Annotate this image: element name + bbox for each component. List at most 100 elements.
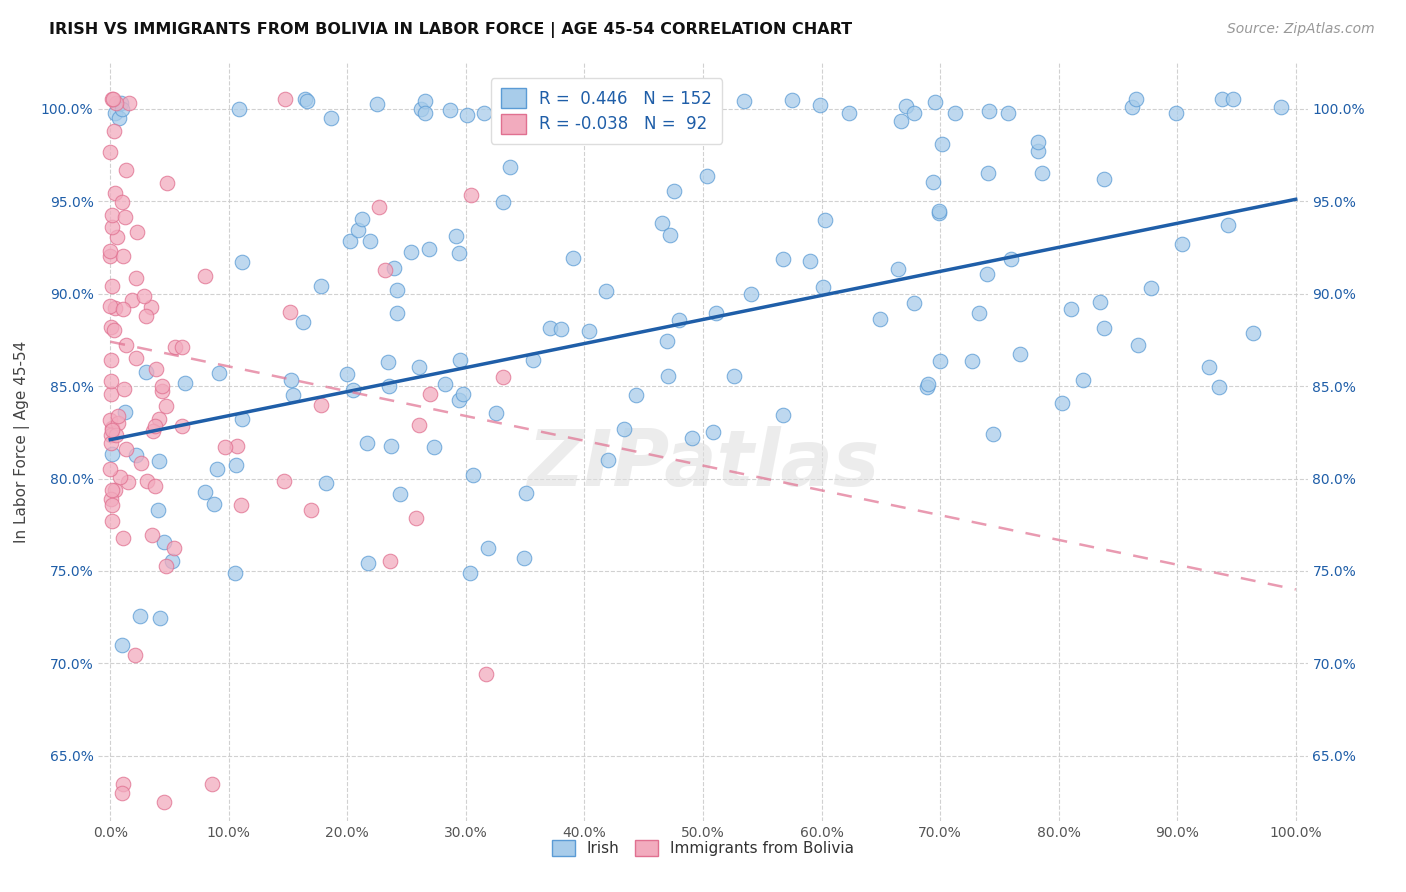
Point xyxy=(595,284,617,298)
Point xyxy=(1050,396,1073,410)
Point xyxy=(231,254,253,268)
Point xyxy=(596,453,619,467)
Text: IRISH VS IMMIGRANTS FROM BOLIVIA IN LABOR FORCE | AGE 45-54 CORRELATION CHART: IRISH VS IMMIGRANTS FROM BOLIVIA IN LABO… xyxy=(49,22,852,38)
Point xyxy=(112,531,135,545)
Point xyxy=(385,306,408,320)
Point xyxy=(110,96,132,111)
Point xyxy=(917,377,939,392)
Point xyxy=(1026,145,1049,159)
Point xyxy=(890,114,912,128)
Point xyxy=(1121,100,1143,114)
Point xyxy=(149,611,172,625)
Point xyxy=(1092,171,1115,186)
Point xyxy=(561,252,583,266)
Point xyxy=(1140,281,1163,295)
Point xyxy=(153,535,176,549)
Point xyxy=(101,278,124,293)
Point xyxy=(359,234,381,248)
Point xyxy=(101,421,124,435)
Point xyxy=(659,228,682,243)
Point xyxy=(704,306,727,320)
Point xyxy=(100,374,122,388)
Text: ZIPatlas: ZIPatlas xyxy=(527,426,879,502)
Point xyxy=(977,165,1000,179)
Point xyxy=(101,92,124,106)
Point xyxy=(98,461,121,475)
Point xyxy=(194,485,217,500)
Point xyxy=(374,263,396,277)
Point xyxy=(208,366,231,380)
Point xyxy=(111,777,134,791)
Point xyxy=(967,306,990,320)
Point xyxy=(103,124,125,138)
Point xyxy=(399,244,422,259)
Point xyxy=(409,102,432,116)
Point xyxy=(1059,301,1081,316)
Point xyxy=(976,267,998,281)
Point xyxy=(1010,347,1032,361)
Point xyxy=(723,369,745,384)
Point xyxy=(555,97,578,112)
Point xyxy=(143,418,166,433)
Point xyxy=(98,299,121,313)
Point xyxy=(1166,105,1188,120)
Point xyxy=(492,370,515,384)
Point xyxy=(228,102,250,116)
Point xyxy=(378,378,401,392)
Point xyxy=(139,300,162,314)
Point xyxy=(378,554,401,568)
Point xyxy=(315,476,337,491)
Point xyxy=(100,320,122,334)
Point xyxy=(98,244,121,258)
Point xyxy=(105,230,128,244)
Point xyxy=(550,322,572,336)
Point xyxy=(105,428,128,442)
Point xyxy=(114,405,136,419)
Point xyxy=(135,365,157,379)
Point xyxy=(896,99,918,113)
Y-axis label: In Labor Force | Age 45-54: In Labor Force | Age 45-54 xyxy=(14,341,30,542)
Point xyxy=(111,786,134,800)
Point xyxy=(1170,236,1192,251)
Point xyxy=(447,246,470,260)
Point xyxy=(174,376,197,391)
Point xyxy=(104,106,127,120)
Point xyxy=(662,184,685,198)
Point xyxy=(733,95,755,109)
Point xyxy=(616,95,638,110)
Point xyxy=(813,280,835,294)
Point xyxy=(681,431,703,445)
Point xyxy=(668,313,690,327)
Point xyxy=(231,411,253,425)
Point xyxy=(838,106,860,120)
Point xyxy=(668,103,690,117)
Point xyxy=(170,419,193,434)
Point xyxy=(104,483,127,498)
Point xyxy=(153,795,176,809)
Point xyxy=(115,163,138,178)
Point xyxy=(280,373,302,387)
Point xyxy=(474,667,496,681)
Point xyxy=(1000,252,1022,266)
Point xyxy=(808,97,831,112)
Point xyxy=(366,96,388,111)
Point xyxy=(382,260,405,275)
Point xyxy=(205,462,228,476)
Point xyxy=(1026,136,1049,150)
Point xyxy=(456,108,478,122)
Point xyxy=(98,249,121,263)
Point xyxy=(142,425,165,439)
Point xyxy=(346,223,368,237)
Point xyxy=(125,448,148,462)
Point xyxy=(702,425,724,439)
Point xyxy=(917,380,939,394)
Point xyxy=(148,412,170,426)
Point xyxy=(921,175,943,189)
Point xyxy=(413,106,436,120)
Point xyxy=(108,111,131,125)
Point xyxy=(444,229,467,244)
Point xyxy=(1211,92,1233,106)
Point xyxy=(160,554,183,568)
Point xyxy=(101,423,124,437)
Point xyxy=(100,436,122,450)
